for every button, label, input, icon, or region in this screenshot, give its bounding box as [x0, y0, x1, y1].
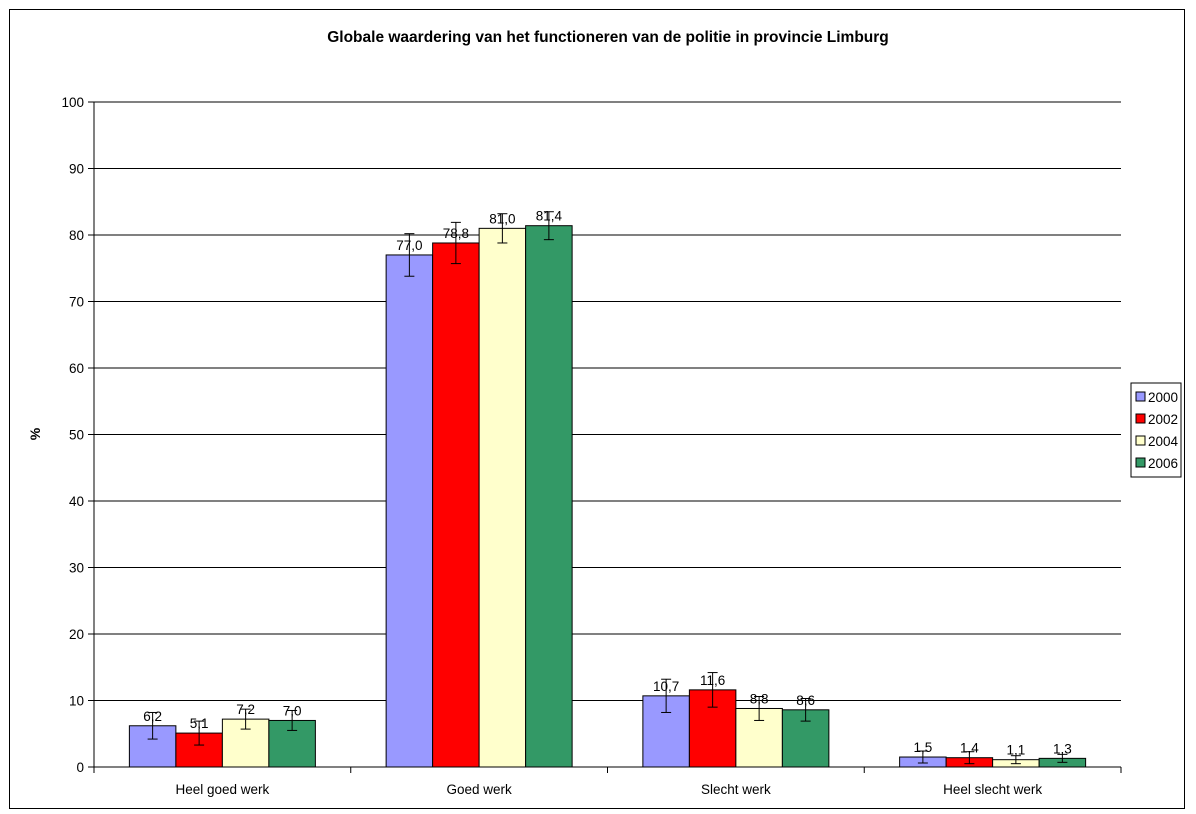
data-label: 6,2 — [143, 709, 162, 724]
y-axis-label: % — [27, 427, 43, 440]
data-label: 1,3 — [1053, 741, 1072, 756]
data-label: 78,8 — [443, 226, 469, 241]
y-tick-label: 20 — [69, 627, 84, 642]
y-tick-label: 70 — [69, 295, 84, 310]
y-tick-label: 30 — [69, 561, 84, 576]
data-label: 5,1 — [190, 716, 209, 731]
y-tick-label: 60 — [69, 361, 84, 376]
legend-label-2000: 2000 — [1148, 390, 1178, 405]
legend: 2000 2002 2004 2006 — [1130, 382, 1182, 478]
y-tick-label: 100 — [61, 95, 84, 110]
data-label: 8,8 — [750, 691, 769, 706]
data-label: 7,2 — [236, 702, 255, 717]
bar-2006 — [525, 225, 573, 768]
chart-frame: Globale waardering van het functioneren … — [9, 9, 1185, 809]
data-label: 77,0 — [396, 238, 422, 253]
data-label: 7,0 — [283, 703, 302, 718]
legend-swatch-2006 — [1135, 457, 1146, 468]
bar-2006 — [781, 709, 830, 768]
legend-swatch-2000 — [1135, 391, 1146, 402]
y-tick-label: 0 — [76, 760, 84, 775]
y-tick-label: 40 — [69, 494, 84, 509]
y-tick-label: 80 — [69, 228, 84, 243]
y-tick-label: 50 — [69, 428, 84, 443]
data-label: 81,4 — [536, 209, 563, 224]
data-label: 1,4 — [960, 741, 979, 756]
data-label: 1,5 — [913, 740, 932, 755]
x-tick-label: Heel slecht werk — [943, 782, 1042, 797]
y-tick-label: 10 — [69, 694, 84, 709]
x-tick-label: Slecht werk — [701, 782, 771, 797]
bar-2004 — [478, 227, 527, 768]
legend-label-2004: 2004 — [1148, 434, 1179, 449]
chart-title: Globale waardering van het functioneren … — [327, 29, 889, 46]
bar-2000 — [385, 254, 434, 768]
data-label: 8,6 — [796, 693, 815, 708]
y-tick-label: 90 — [69, 162, 84, 177]
bar-2002 — [432, 242, 480, 768]
x-tick-label: Heel goed werk — [175, 782, 269, 797]
legend-swatch-2002 — [1135, 413, 1146, 424]
legend-label-2002: 2002 — [1148, 412, 1178, 427]
data-label: 81,0 — [489, 211, 515, 226]
bar-chart: Globale waardering van het functioneren … — [27, 29, 1182, 797]
bar-2000 — [642, 695, 690, 768]
legend-label-2006: 2006 — [1148, 456, 1178, 471]
data-label: 10,7 — [653, 679, 679, 694]
x-tick-label: Goed werk — [446, 782, 512, 797]
plot-area: 0 10 20 30 40 50 60 70 80 90 100 6,2 5,1 7,2 7,0 Heel g… — [61, 95, 1122, 797]
data-label: 1,1 — [1006, 743, 1025, 758]
data-label: 11,6 — [700, 673, 725, 688]
legend-swatch-2004 — [1135, 435, 1146, 446]
